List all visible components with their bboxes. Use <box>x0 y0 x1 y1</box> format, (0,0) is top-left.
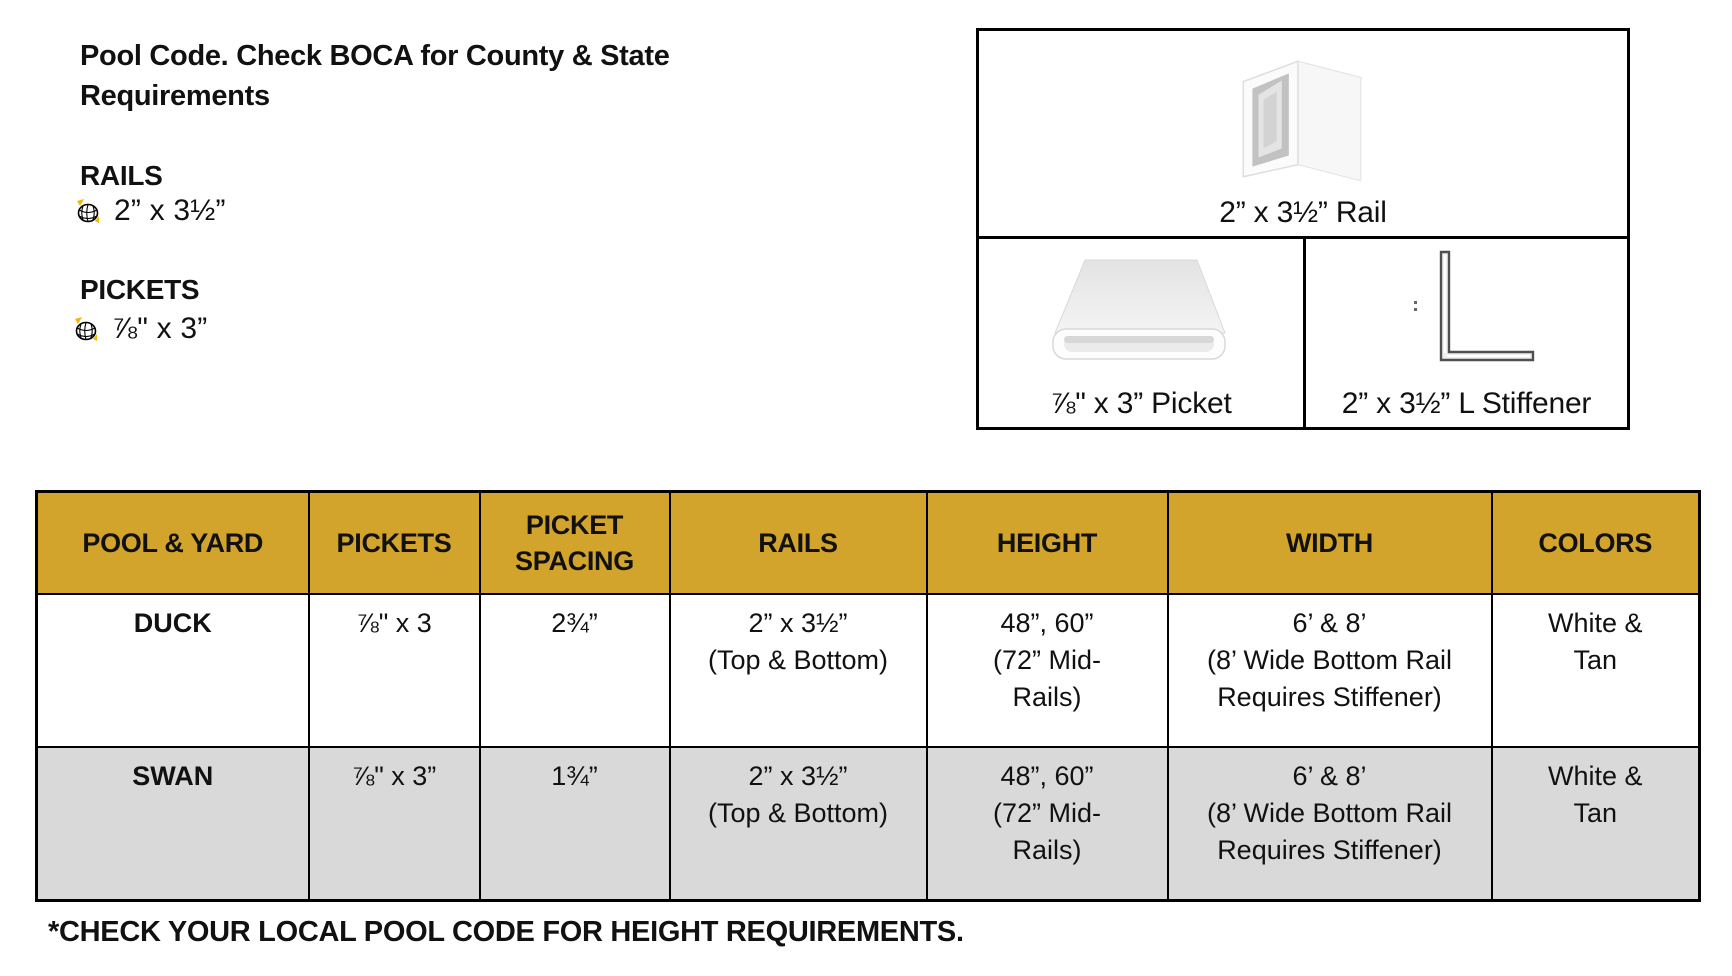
rail-caption: 2” x 3½” Rail <box>1219 196 1387 229</box>
duck-colors-cell: White & Tan <box>1490 593 1701 748</box>
pickets-spec-text: ⅞" x 3” <box>112 312 208 345</box>
swan-height-cell: 48”, 60” (72” Mid- Rails) <box>925 746 1169 902</box>
product-spec-box: 2” x 3½” Rail ⅞" x 3” Picket <box>976 28 1630 430</box>
swan-rails-cell: 2” x 3½” (Top & Bottom) <box>668 746 928 902</box>
pool-code-footnote: *CHECK YOUR LOCAL POOL CODE FOR HEIGHT R… <box>48 916 964 948</box>
header-cell-pool-yard: POOL & YARD <box>35 490 310 595</box>
rail-3d-image <box>1241 60 1363 182</box>
header-cell-pickets: PICKETS <box>307 490 481 595</box>
header-cell-picket-spacing: PICKET SPACING <box>478 490 671 595</box>
ball-bullet-icon <box>75 317 97 341</box>
duck-rails-cell: 2” x 3½” (Top & Bottom) <box>668 593 928 748</box>
table-header-row: POOL & YARD PICKETS PICKET SPACING RAILS… <box>35 490 1701 595</box>
page-title: Pool Code. Check BOCA for County & State… <box>80 40 670 112</box>
ball-bullet-icon <box>77 199 99 223</box>
rails-spec-text: 2” x 3½” <box>114 194 226 227</box>
picket-3d-image <box>1052 259 1226 360</box>
duck-pickets-cell: ⅞" x 3 <box>307 593 481 748</box>
rails-section-heading: RAILS <box>80 160 163 191</box>
stiffener-caption: 2” x 3½” L Stiffener <box>1341 387 1592 420</box>
swan-spacing-cell: 1¾” <box>478 746 671 902</box>
pickets-spec-item: ⅞" x 3” <box>74 312 207 346</box>
header-cell-rails: RAILS <box>668 490 928 595</box>
rails-spec-item: 2” x 3½” <box>76 194 226 228</box>
stiffener-spec-cell: 2” x 3½” L Stiffener <box>1306 239 1627 427</box>
duck-name-cell: DUCK <box>35 593 310 748</box>
header-cell-width: WIDTH <box>1166 490 1493 595</box>
l-stiffener-image <box>1414 250 1535 362</box>
header-cell-colors: COLORS <box>1490 490 1701 595</box>
picket-caption: ⅞" x 3” Picket <box>1050 387 1232 420</box>
swan-name-cell: SWAN <box>35 746 310 902</box>
picket-spec-cell: ⅞" x 3” Picket <box>979 239 1306 427</box>
duck-height-cell: 48”, 60” (72” Mid- Rails) <box>925 593 1169 748</box>
swan-pickets-cell: ⅞" x 3” <box>307 746 481 902</box>
header-cell-height: HEIGHT <box>925 490 1169 595</box>
duck-spacing-cell: 2¾” <box>478 593 671 748</box>
swan-width-cell: 6’ & 8’ (8’ Wide Bottom Rail Requires St… <box>1166 746 1493 902</box>
duck-width-cell: 6’ & 8’ (8’ Wide Bottom Rail Requires St… <box>1166 593 1493 748</box>
pool-fence-spec-table: POOL & YARD PICKETS PICKET SPACING RAILS… <box>35 490 1701 902</box>
pickets-section-heading: PICKETS <box>80 274 200 305</box>
rail-spec-cell: 2” x 3½” Rail <box>979 31 1627 239</box>
table-row-duck: DUCK ⅞" x 3 2¾” 2” x 3½” (Top & Bottom) … <box>35 593 1701 748</box>
table-row-swan: SWAN ⅞" x 3” 1¾” 2” x 3½” (Top & Bottom)… <box>35 746 1701 902</box>
swan-colors-cell: White & Tan <box>1490 746 1701 902</box>
